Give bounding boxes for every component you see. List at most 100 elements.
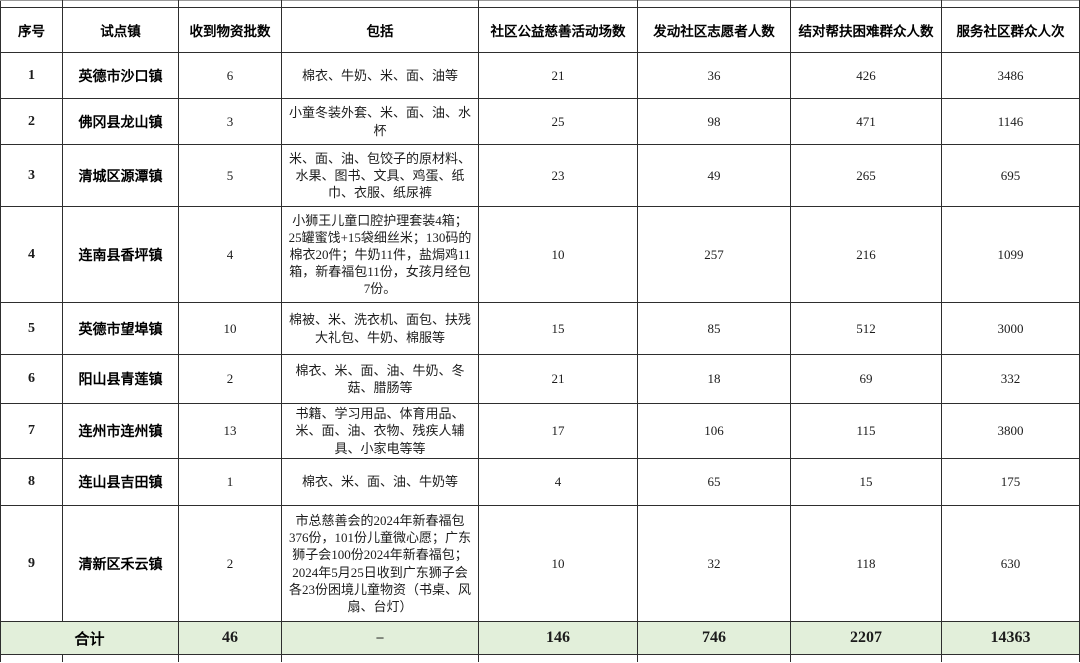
table-row: 8 连山县吉田镇 1 棉衣、米、面、油、牛奶等 4 65 15 175 xyxy=(0,458,1080,506)
cell-includes: 棉被、米、洗衣机、面包、扶残大礼包、牛奶、棉服等 xyxy=(281,302,479,355)
cell-batches: 10 xyxy=(178,302,282,355)
cell-town: 连州市连州镇 xyxy=(62,403,179,459)
cell-no: 2 xyxy=(0,98,63,145)
cell-includes: 棉衣、牛奶、米、面、油等 xyxy=(281,52,479,99)
cut-off-cell xyxy=(178,0,282,8)
header-cell-helped: 结对帮扶困难群众人数 xyxy=(790,7,942,53)
cell-batches: 5 xyxy=(178,144,282,207)
cell-served: 3000 xyxy=(941,302,1080,355)
cell-no: 5 xyxy=(0,302,63,355)
cut-off-cell xyxy=(62,654,179,662)
cell-volunteers: 98 xyxy=(637,98,791,145)
table-row: 9 清新区禾云镇 2 市总慈善会的2024年新春福包376份，101份儿童微心愿… xyxy=(0,505,1080,622)
cell-volunteers: 85 xyxy=(637,302,791,355)
cut-off-cell xyxy=(478,0,638,8)
cut-off-cell xyxy=(178,654,282,662)
cell-no: 4 xyxy=(0,206,63,303)
cell-town: 清城区源潭镇 xyxy=(62,144,179,207)
cell-helped: 471 xyxy=(790,98,942,145)
cell-total-batches: 46 xyxy=(178,621,282,655)
cell-served: 630 xyxy=(941,505,1080,622)
cell-helped: 512 xyxy=(790,302,942,355)
cut-off-row-bottom xyxy=(0,654,1080,662)
cell-activities: 23 xyxy=(478,144,638,207)
cut-off-cell xyxy=(790,654,942,662)
cut-off-cell xyxy=(0,0,63,8)
cell-served: 3800 xyxy=(941,403,1080,459)
cell-activities: 21 xyxy=(478,52,638,99)
cell-activities: 10 xyxy=(478,206,638,303)
cut-off-cell xyxy=(637,0,791,8)
cell-includes: 小童冬装外套、米、面、油、水杯 xyxy=(281,98,479,145)
table-row: 5 英德市望埠镇 10 棉被、米、洗衣机、面包、扶残大礼包、牛奶、棉服等 15 … xyxy=(0,302,1080,355)
cell-total-helped: 2207 xyxy=(790,621,942,655)
cell-helped: 115 xyxy=(790,403,942,459)
cell-includes: 市总慈善会的2024年新春福包376份，101份儿童微心愿；广东狮子会100份2… xyxy=(281,505,479,622)
cell-no: 9 xyxy=(0,505,63,622)
cell-includes: 小狮王儿童口腔护理套装4箱；25罐蜜饯+15袋细丝米；130码的棉衣20件；牛奶… xyxy=(281,206,479,303)
cell-activities: 15 xyxy=(478,302,638,355)
cell-helped: 216 xyxy=(790,206,942,303)
cell-no: 6 xyxy=(0,354,63,404)
cut-off-cell xyxy=(790,0,942,8)
cell-volunteers: 18 xyxy=(637,354,791,404)
cut-off-cell xyxy=(478,654,638,662)
header-cell-town: 试点镇 xyxy=(62,7,179,53)
cut-off-cell xyxy=(941,654,1080,662)
cell-served: 695 xyxy=(941,144,1080,207)
table-row: 6 阳山县青莲镇 2 棉衣、米、面、油、牛奶、冬菇、腊肠等 21 18 69 3… xyxy=(0,354,1080,404)
cell-volunteers: 257 xyxy=(637,206,791,303)
cell-total-label: 合计 xyxy=(0,621,179,655)
table-row: 7 连州市连州镇 13 书籍、学习用品、体育用品、米、面、油、衣物、残疾人辅具、… xyxy=(0,403,1080,459)
cell-helped: 265 xyxy=(790,144,942,207)
header-cell-activities: 社区公益慈善活动场数 xyxy=(478,7,638,53)
total-row: 合计 46 – 146 746 2207 14363 xyxy=(0,621,1080,655)
cell-no: 8 xyxy=(0,458,63,506)
cell-total-served: 14363 xyxy=(941,621,1080,655)
cut-off-cell xyxy=(281,654,479,662)
cell-total-volunteers: 746 xyxy=(637,621,791,655)
cell-served: 3486 xyxy=(941,52,1080,99)
cell-served: 1146 xyxy=(941,98,1080,145)
cell-batches: 2 xyxy=(178,354,282,404)
cell-town: 连山县吉田镇 xyxy=(62,458,179,506)
cut-off-cell xyxy=(637,654,791,662)
header-cell-includes: 包括 xyxy=(281,7,479,53)
cell-volunteers: 32 xyxy=(637,505,791,622)
cut-off-row-top xyxy=(0,0,1080,8)
cell-town: 阳山县青莲镇 xyxy=(62,354,179,404)
cell-town: 清新区禾云镇 xyxy=(62,505,179,622)
cell-served: 1099 xyxy=(941,206,1080,303)
cell-helped: 15 xyxy=(790,458,942,506)
cell-served: 332 xyxy=(941,354,1080,404)
cell-activities: 21 xyxy=(478,354,638,404)
cut-off-cell xyxy=(941,0,1080,8)
table-row: 1 英德市沙口镇 6 棉衣、牛奶、米、面、油等 21 36 426 3486 xyxy=(0,52,1080,99)
cell-batches: 13 xyxy=(178,403,282,459)
cell-activities: 17 xyxy=(478,403,638,459)
cell-activities: 4 xyxy=(478,458,638,506)
cell-volunteers: 36 xyxy=(637,52,791,99)
header-cell-volunteers: 发动社区志愿者人数 xyxy=(637,7,791,53)
cut-off-cell xyxy=(0,654,63,662)
cell-batches: 3 xyxy=(178,98,282,145)
cell-batches: 6 xyxy=(178,52,282,99)
cell-helped: 69 xyxy=(790,354,942,404)
cell-includes: 棉衣、米、面、油、牛奶、冬菇、腊肠等 xyxy=(281,354,479,404)
cut-off-cell xyxy=(281,0,479,8)
cell-volunteers: 106 xyxy=(637,403,791,459)
cell-helped: 118 xyxy=(790,505,942,622)
cell-total-activities: 146 xyxy=(478,621,638,655)
cell-activities: 25 xyxy=(478,98,638,145)
table-row: 2 佛冈县龙山镇 3 小童冬装外套、米、面、油、水杯 25 98 471 114… xyxy=(0,98,1080,145)
cut-off-cell xyxy=(62,0,179,8)
cell-activities: 10 xyxy=(478,505,638,622)
cell-served: 175 xyxy=(941,458,1080,506)
cell-batches: 1 xyxy=(178,458,282,506)
cell-total-includes: – xyxy=(281,621,479,655)
header-row: 序号 试点镇 收到物资批数 包括 社区公益慈善活动场数 发动社区志愿者人数 结对… xyxy=(0,7,1080,53)
cell-town: 英德市沙口镇 xyxy=(62,52,179,99)
cell-includes: 书籍、学习用品、体育用品、米、面、油、衣物、残疾人辅具、小家电等等 xyxy=(281,403,479,459)
